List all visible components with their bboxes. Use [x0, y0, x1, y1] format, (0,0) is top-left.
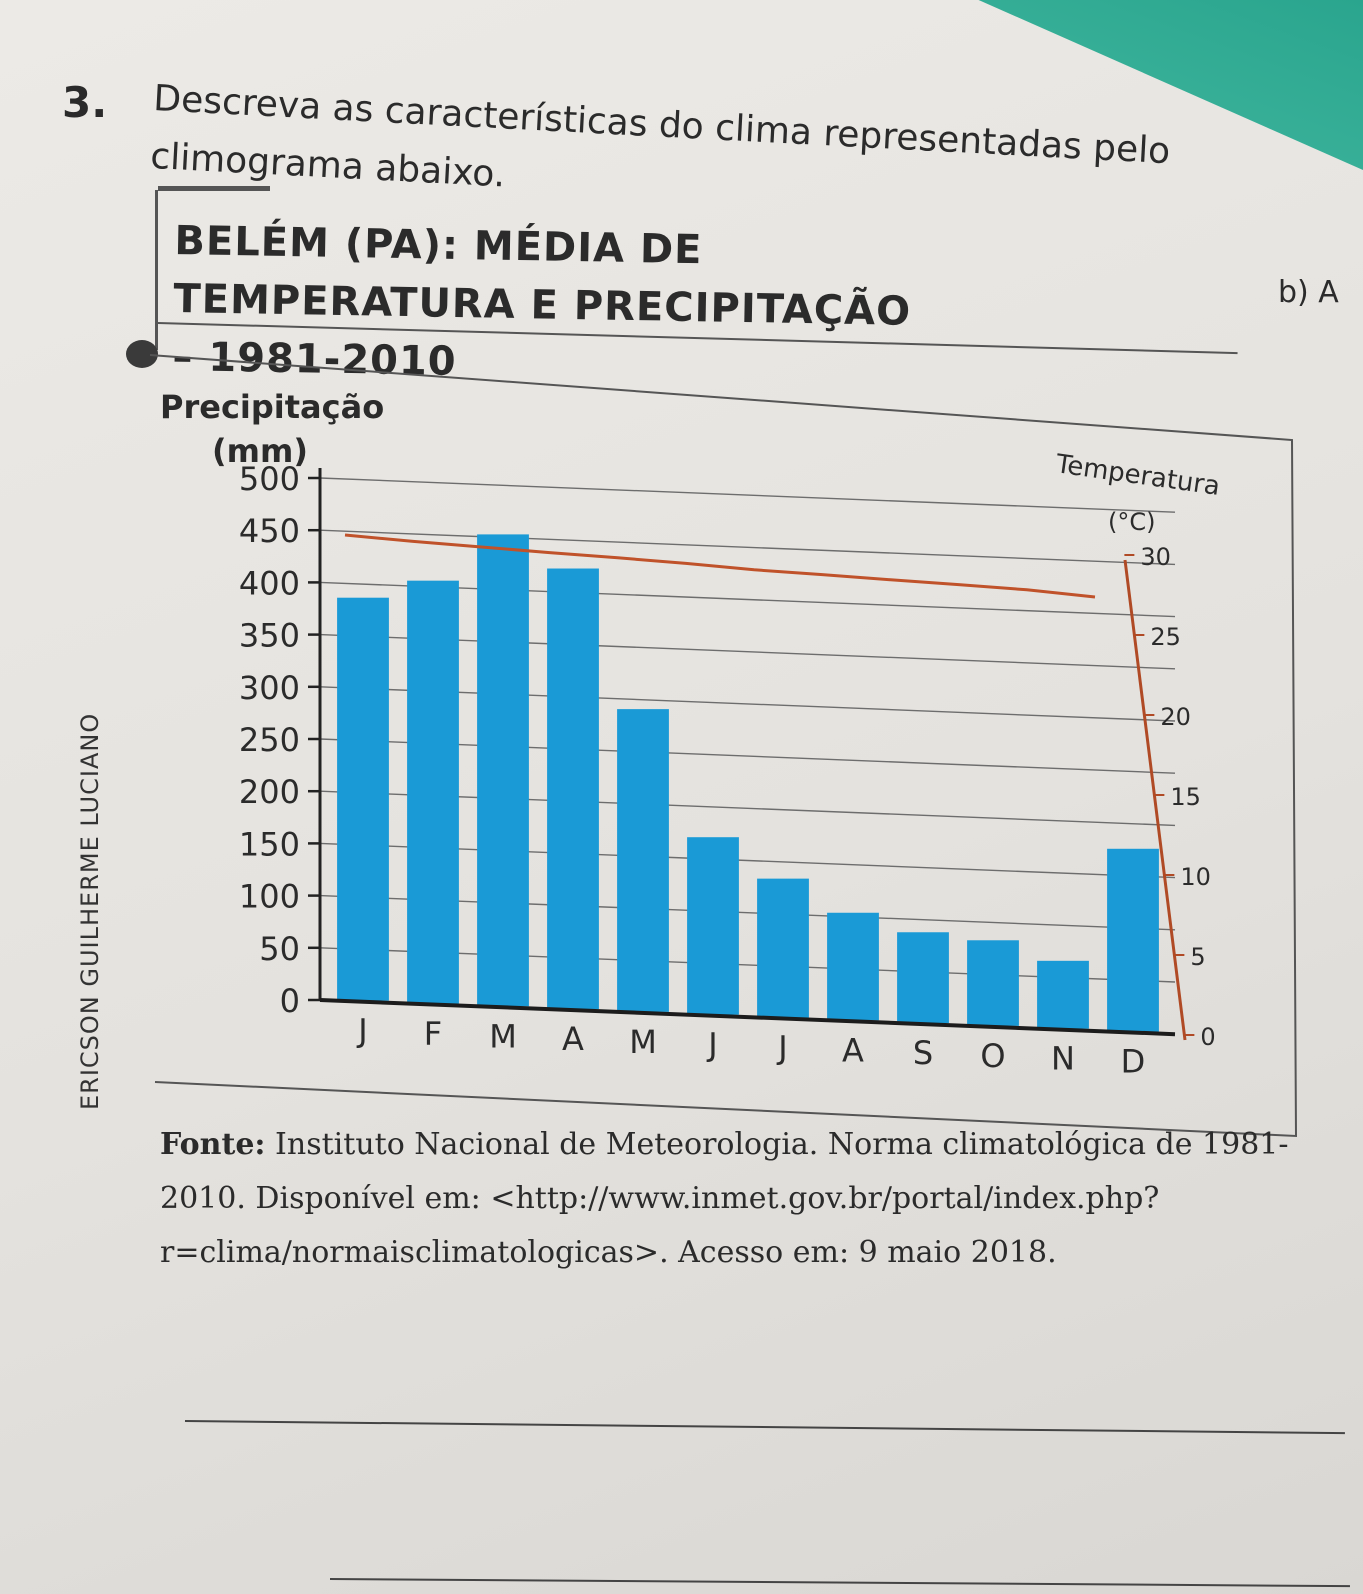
y2-axis-label-line2: (°C) — [1108, 508, 1155, 536]
gridline — [319, 738, 1176, 774]
bar-a-7 — [827, 912, 879, 1021]
right-tick-label: 30 — [1140, 543, 1171, 571]
left-tick-label: 250 — [239, 721, 300, 759]
gridline — [319, 686, 1176, 722]
bar-d-11 — [1107, 848, 1159, 1032]
x-tick-label: D — [1121, 1043, 1146, 1081]
x-tick-label: J — [706, 1026, 717, 1064]
left-tick-label: 300 — [239, 669, 300, 707]
bar-j-0 — [337, 597, 389, 1001]
bar-o-9 — [967, 940, 1019, 1026]
bar-n-10 — [1037, 960, 1089, 1029]
gridline — [319, 633, 1176, 670]
side-fragment: b) A — [1278, 275, 1339, 310]
title-dot — [126, 340, 158, 368]
chart-frame-border — [149, 354, 1298, 1138]
left-tick-label: 350 — [239, 617, 300, 655]
right-tick-label: 10 — [1180, 863, 1211, 891]
x-tick-label: M — [629, 1023, 657, 1061]
y-axis-label-line2: (mm) — [212, 432, 308, 470]
x-tick-label: J — [356, 1012, 367, 1050]
bar-f-1 — [407, 580, 459, 1004]
temperature-line — [344, 533, 1096, 599]
gridline — [319, 894, 1176, 931]
left-tick-label: 200 — [239, 773, 300, 811]
x-tick-label: O — [980, 1037, 1005, 1075]
source-citation: Fonte: Instituto Nacional de Meteorologi… — [160, 1118, 1310, 1280]
left-tick-label: 0 — [280, 982, 300, 1020]
source-text: Instituto Nacional de Meteorologia. Norm… — [160, 1127, 1289, 1270]
right-tick-label: 25 — [1150, 623, 1181, 651]
gridline — [319, 477, 1176, 513]
left-tick-label: 100 — [239, 878, 300, 916]
image-credit: ERICSON GUILHERME LUCIANO — [76, 712, 104, 1110]
left-tick-label: 400 — [239, 564, 300, 602]
chart-left-rule — [155, 190, 158, 350]
bar-a-3 — [547, 568, 599, 1010]
bar-s-8 — [897, 932, 949, 1024]
title-top-rule — [158, 186, 270, 191]
x-tick-label: M — [489, 1017, 517, 1055]
x-tick-label: A — [842, 1031, 864, 1069]
right-tick-label: 20 — [1160, 703, 1191, 731]
left-tick-label: 150 — [239, 825, 300, 863]
left-tick-label: 500 — [239, 460, 300, 498]
gridline — [319, 581, 1176, 618]
source-label: Fonte: — [160, 1127, 266, 1162]
gridline — [319, 947, 1176, 983]
x-axis — [319, 998, 1176, 1037]
bar-m-4 — [617, 709, 669, 1012]
gridline — [319, 790, 1176, 827]
left-tick-label: 50 — [259, 930, 300, 968]
y-axis-label-line1: Precipitação — [160, 388, 384, 426]
right-tick-label: 0 — [1200, 1023, 1215, 1051]
x-tick-label: J — [776, 1029, 787, 1067]
question-number: 3. — [62, 78, 108, 127]
bar-m-2 — [477, 534, 529, 1007]
bar-j-5 — [687, 837, 739, 1015]
x-tick-label: F — [424, 1015, 442, 1053]
right-axis — [1123, 559, 1187, 1041]
x-tick-label: A — [562, 1020, 584, 1058]
x-tick-label: N — [1051, 1040, 1075, 1078]
y2-axis-label-line1: Temperatura — [1053, 449, 1222, 502]
gridline — [319, 529, 1176, 566]
bar-j-6 — [757, 878, 809, 1018]
right-tick-label: 15 — [1170, 783, 1201, 811]
x-tick-label: S — [913, 1034, 933, 1072]
right-tick-label: 5 — [1190, 943, 1205, 971]
gridline — [319, 842, 1176, 879]
left-tick-label: 450 — [239, 512, 300, 550]
